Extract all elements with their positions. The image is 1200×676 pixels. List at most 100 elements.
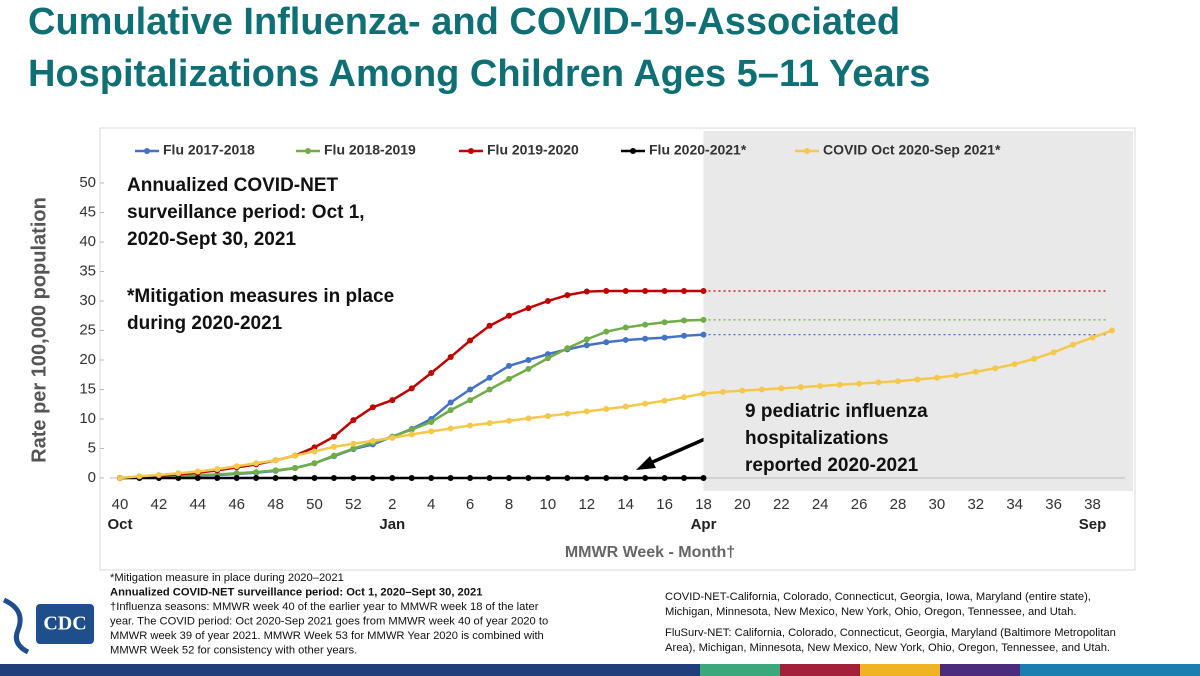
data-point xyxy=(408,475,415,481)
data-point xyxy=(1070,341,1077,348)
data-point xyxy=(350,445,357,452)
data-point xyxy=(544,475,551,481)
footnote: MMWR Week 52 for consistency with other … xyxy=(110,644,357,656)
y-tick-label: 45 xyxy=(79,203,96,220)
data-point xyxy=(564,410,571,417)
data-point xyxy=(681,332,688,339)
data-point xyxy=(1031,355,1038,362)
data-point xyxy=(583,408,590,415)
data-point xyxy=(933,374,940,381)
annotation: 9 pediatric influenza xyxy=(745,401,928,422)
footnote: Michigan, Minnesota, New Mexico, New Yor… xyxy=(665,606,1076,618)
footnote: *Mitigation measure in place during 2020… xyxy=(110,572,344,584)
data-point xyxy=(681,475,688,481)
data-point xyxy=(583,342,590,349)
data-point xyxy=(155,472,162,479)
data-point xyxy=(311,444,318,451)
x-tick-label: 6 xyxy=(466,496,474,513)
legend-marker xyxy=(144,148,150,154)
data-point xyxy=(622,324,629,331)
x-tick-label: 50 xyxy=(306,496,323,513)
series-line xyxy=(119,329,1113,480)
data-point xyxy=(603,339,610,346)
data-point xyxy=(214,466,221,473)
data-point xyxy=(719,388,726,395)
data-point xyxy=(369,404,376,411)
legend-label: COVID Oct 2020-Sep 2021* xyxy=(823,142,1001,158)
x-tick-label: 40 xyxy=(112,496,129,513)
data-point xyxy=(330,452,337,459)
cdc-logo: CDC xyxy=(2,597,94,655)
annotation: hospitalizations xyxy=(745,428,889,449)
data-point xyxy=(603,475,610,481)
data-point xyxy=(272,457,279,464)
data-point xyxy=(583,336,590,343)
x-tick-label: 42 xyxy=(151,496,168,513)
stripe xyxy=(0,664,700,676)
footnote: MMWR week 39 of year 2021. MMWR Week 53 … xyxy=(110,630,544,642)
data-point xyxy=(661,334,668,341)
x-tick-label: 12 xyxy=(578,496,595,513)
data-point xyxy=(953,372,960,379)
x-tick-label: 38 xyxy=(1084,496,1101,513)
data-point xyxy=(311,475,318,481)
data-point xyxy=(642,475,649,481)
x-tick-label: 18 xyxy=(695,496,712,513)
data-point xyxy=(525,365,532,372)
x-tick-label: 8 xyxy=(505,496,513,513)
stripe xyxy=(780,664,860,676)
y-tick-label: 10 xyxy=(79,410,96,427)
data-point xyxy=(486,386,493,393)
data-point xyxy=(253,460,260,467)
data-point xyxy=(311,448,318,455)
slide-title: Cumulative Influenza- and COVID-19-Assoc… xyxy=(28,1,900,43)
data-point xyxy=(389,434,396,441)
data-point xyxy=(467,337,474,344)
data-point xyxy=(603,328,610,335)
data-point xyxy=(136,473,143,480)
data-point xyxy=(408,426,415,433)
slide-title: Hospitalizations Among Children Ages 5–1… xyxy=(28,53,930,95)
data-point xyxy=(661,287,668,294)
data-point xyxy=(486,475,493,481)
x-tick-label: 30 xyxy=(929,496,946,513)
data-point xyxy=(681,394,688,401)
data-point xyxy=(272,475,279,481)
data-point xyxy=(389,397,396,404)
data-point xyxy=(1108,327,1115,334)
data-point xyxy=(350,417,357,424)
annotation: surveillance period: Oct 1, xyxy=(127,202,365,223)
data-point xyxy=(330,433,337,440)
data-point xyxy=(642,335,649,342)
data-point xyxy=(700,475,707,481)
data-point xyxy=(447,354,454,361)
annotation: 2020-Sept 30, 2021 xyxy=(127,229,296,250)
data-point xyxy=(506,312,512,319)
data-point xyxy=(311,460,318,467)
x-month-label: Jan xyxy=(379,516,405,533)
x-tick-label: 20 xyxy=(734,496,751,513)
data-point xyxy=(700,287,707,294)
data-point xyxy=(506,475,512,481)
data-point xyxy=(583,288,590,295)
data-point xyxy=(330,443,337,450)
footnote: †Influenza seasons: MMWR week 40 of the … xyxy=(110,601,539,613)
data-point xyxy=(972,368,979,375)
x-tick-label: 26 xyxy=(851,496,868,513)
x-tick-label: 36 xyxy=(1045,496,1062,513)
legend-label: Flu 2020-2021* xyxy=(649,142,747,158)
x-tick-label: 52 xyxy=(345,496,362,513)
data-point xyxy=(642,321,649,328)
data-point xyxy=(292,452,299,459)
data-point xyxy=(525,415,532,422)
data-point xyxy=(408,385,415,392)
data-point xyxy=(1089,334,1096,341)
legend-marker xyxy=(630,148,636,154)
data-point xyxy=(622,336,629,343)
data-point xyxy=(194,468,201,475)
data-point xyxy=(700,331,707,338)
data-point xyxy=(233,475,240,481)
x-tick-label: 44 xyxy=(189,496,206,513)
